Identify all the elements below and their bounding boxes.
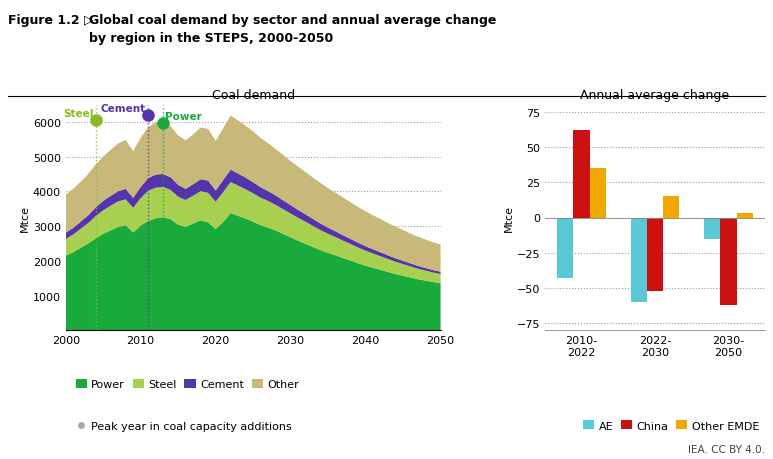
Bar	[590, 169, 606, 218]
Bar	[704, 218, 720, 239]
Text: Cement: Cement	[100, 104, 146, 114]
Title: Coal demand: Coal demand	[212, 89, 295, 101]
Bar	[737, 214, 753, 218]
Legend: Power, Steel, Cement, Other: Power, Steel, Cement, Other	[71, 375, 304, 394]
Title: Annual average change: Annual average change	[581, 89, 730, 101]
Text: Figure 1.2 ▷: Figure 1.2 ▷	[8, 14, 94, 27]
Bar	[647, 218, 663, 291]
Bar	[663, 197, 679, 218]
Text: IEA. CC BY 4.0.: IEA. CC BY 4.0.	[688, 444, 765, 454]
Legend: Peak year in coal capacity additions: Peak year in coal capacity additions	[71, 416, 297, 435]
Bar	[574, 131, 590, 218]
Y-axis label: Mtce: Mtce	[20, 205, 30, 231]
Text: Global coal demand by sector and annual average change
by region in the STEPS, 2: Global coal demand by sector and annual …	[89, 14, 496, 45]
Y-axis label: Mtce: Mtce	[504, 205, 513, 231]
Text: Steel: Steel	[63, 109, 94, 119]
Text: Power: Power	[165, 112, 203, 122]
Bar	[631, 218, 647, 302]
Legend: AE, China, Other EMDE: AE, China, Other EMDE	[578, 416, 764, 435]
Bar	[720, 218, 737, 305]
Bar	[557, 218, 574, 279]
